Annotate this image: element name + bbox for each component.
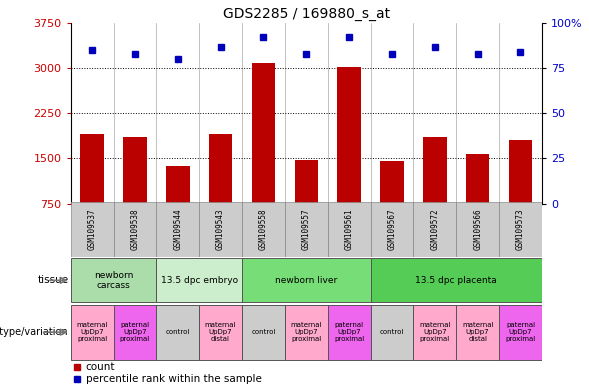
Bar <box>242 258 370 303</box>
Bar <box>166 166 190 204</box>
Text: paternal
UpDp7
proximal: paternal UpDp7 proximal <box>334 322 364 342</box>
Bar <box>199 202 242 257</box>
Bar <box>71 202 114 257</box>
Bar <box>242 202 285 257</box>
Bar <box>71 305 114 360</box>
Text: maternal
UpDp7
distal: maternal UpDp7 distal <box>205 322 236 342</box>
Text: GSM109544: GSM109544 <box>173 209 182 250</box>
Bar <box>156 305 199 360</box>
Bar <box>252 63 275 204</box>
Text: genotype/variation: genotype/variation <box>0 327 68 337</box>
Text: GSM109572: GSM109572 <box>431 209 439 250</box>
Text: GSM109558: GSM109558 <box>259 209 268 250</box>
Text: GSM109561: GSM109561 <box>345 209 353 250</box>
Text: GSM109537: GSM109537 <box>88 209 97 250</box>
Text: GSM109566: GSM109566 <box>473 209 482 250</box>
Text: percentile rank within the sample: percentile rank within the sample <box>85 374 262 384</box>
Bar <box>123 137 147 204</box>
Text: newborn liver: newborn liver <box>275 276 337 285</box>
Text: maternal
UpDp7
proximal: maternal UpDp7 proximal <box>419 322 451 342</box>
Text: control: control <box>166 329 190 335</box>
Bar <box>337 67 361 204</box>
Bar <box>413 305 456 360</box>
Bar <box>370 305 413 360</box>
Bar <box>466 154 489 204</box>
Bar <box>285 202 327 257</box>
Bar <box>294 160 318 204</box>
Text: newborn
carcass: newborn carcass <box>94 271 133 290</box>
Bar <box>499 305 542 360</box>
Text: GSM109567: GSM109567 <box>388 209 396 250</box>
Text: control: control <box>380 329 404 335</box>
Text: paternal
UpDp7
proximal: paternal UpDp7 proximal <box>120 322 150 342</box>
Bar <box>156 202 199 257</box>
Text: tissue: tissue <box>38 275 68 285</box>
Bar <box>71 258 156 303</box>
Bar <box>509 141 532 204</box>
Text: maternal
UpDp7
proximal: maternal UpDp7 proximal <box>290 322 322 342</box>
Bar <box>413 202 456 257</box>
Bar <box>456 202 499 257</box>
Bar <box>499 202 542 257</box>
Text: control: control <box>252 329 276 335</box>
Bar <box>370 202 413 257</box>
Bar <box>209 134 233 204</box>
Bar <box>380 161 403 204</box>
Text: paternal
UpDp7
proximal: paternal UpDp7 proximal <box>505 322 535 342</box>
Text: GSM109557: GSM109557 <box>302 209 311 250</box>
Bar <box>156 258 242 303</box>
Text: GSM109543: GSM109543 <box>216 209 225 250</box>
Text: 13.5 dpc placenta: 13.5 dpc placenta <box>415 276 497 285</box>
Bar <box>370 258 542 303</box>
Title: GDS2285 / 169880_s_at: GDS2285 / 169880_s_at <box>223 7 390 21</box>
Bar <box>114 202 156 257</box>
Text: maternal
UpDp7
distal: maternal UpDp7 distal <box>462 322 494 342</box>
Bar <box>423 137 446 204</box>
Bar <box>242 305 285 360</box>
Bar <box>114 305 156 360</box>
Bar <box>199 305 242 360</box>
Text: 13.5 dpc embryo: 13.5 dpc embryo <box>161 276 238 285</box>
Bar <box>456 305 499 360</box>
Text: GSM109538: GSM109538 <box>130 209 140 250</box>
Bar <box>80 134 104 204</box>
Bar <box>327 305 370 360</box>
Text: maternal
UpDp7
proximal: maternal UpDp7 proximal <box>77 322 108 342</box>
Text: count: count <box>85 362 115 372</box>
Bar <box>327 202 370 257</box>
Text: GSM109573: GSM109573 <box>516 209 525 250</box>
Bar <box>285 305 327 360</box>
